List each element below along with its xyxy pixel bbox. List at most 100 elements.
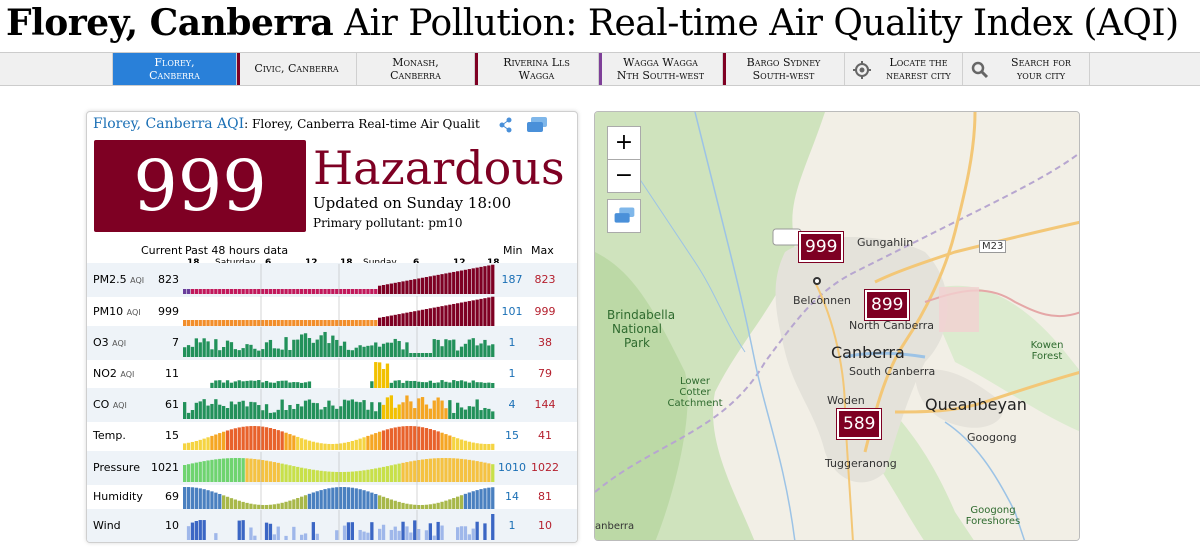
label-queanbeyan: Queanbeyan <box>925 395 1027 414</box>
sparkline-bar <box>342 487 347 511</box>
nav-florey-canberra[interactable]: Florey, Canberra <box>112 53 236 85</box>
sparkline-bar <box>366 469 370 482</box>
sparkline-bar <box>409 461 413 482</box>
sparkline-bar <box>261 460 265 482</box>
sparkline-bar <box>346 471 351 482</box>
tuggeranong-marker[interactable]: 589 <box>837 409 882 439</box>
sparkline-bar <box>448 382 452 388</box>
sparkline-bar <box>214 533 218 540</box>
sparkline-bar <box>296 403 300 419</box>
city-aqi-link[interactable]: Florey, Canberra AQI <box>93 116 245 132</box>
sparkline-bar <box>366 491 370 511</box>
layers-icon[interactable] <box>607 199 641 233</box>
sparkline-bar <box>241 348 245 357</box>
sparkline-bar <box>370 320 374 326</box>
row-min: 4 <box>508 398 516 411</box>
row-name: Pressure <box>93 461 140 474</box>
sparkline-bar <box>393 380 397 388</box>
sparkline-bar <box>413 380 417 388</box>
sparkline-bar <box>257 380 261 388</box>
layers-icon[interactable] <box>525 116 549 134</box>
sparkline-bar <box>374 468 378 482</box>
sparkline-bar <box>311 320 315 326</box>
nav-riverina-wagga[interactable]: Riverina Lls Wagga <box>474 53 598 85</box>
sparkline-bar <box>381 316 386 326</box>
sparkline-bar <box>397 530 401 540</box>
sparkline-bar <box>459 526 464 540</box>
sparkline-bar <box>335 289 339 294</box>
sparkline-bar <box>241 381 245 388</box>
sparkline-bar <box>350 399 354 419</box>
sparkline-bar <box>346 349 351 357</box>
sparkline-bar <box>241 289 245 294</box>
sparkline-bar <box>413 426 417 450</box>
sparkline-bar <box>456 271 460 294</box>
north-canberra-marker[interactable]: 899 <box>865 290 910 320</box>
nav-locate-nearest[interactable]: Locate the nearest city <box>844 53 962 85</box>
sparkline-bar <box>183 347 187 357</box>
zoom-in-button[interactable]: + <box>607 126 641 160</box>
sparkline-bar <box>483 407 487 419</box>
sparkline-bar <box>272 320 276 326</box>
sparkline-bar <box>315 442 319 450</box>
sparkline-bar <box>222 431 226 450</box>
pollutant-row: Humidity 69 14 81 <box>87 480 577 514</box>
sparkline-bar <box>264 427 269 450</box>
sparkline-bar <box>389 465 393 482</box>
sparkline-bar <box>233 349 237 357</box>
nav-wagga-wagga[interactable]: Wagga Wagga Nth South-west <box>598 53 722 85</box>
nav-search-city[interactable]: Search for your city <box>962 53 1090 85</box>
sparkline-bar <box>183 402 187 419</box>
label-belconnen: Belconnen <box>793 294 851 307</box>
sparkline-bar <box>385 363 390 388</box>
sparkline-bar <box>475 299 479 326</box>
sparkline-bar <box>479 266 483 294</box>
sparkline-bar <box>194 462 198 482</box>
sparkline-bar <box>276 503 280 511</box>
sparkline-bar <box>261 382 265 388</box>
sparkline-bar <box>222 320 226 326</box>
sparkline-bar <box>405 342 409 357</box>
sparkline-bar <box>206 405 210 419</box>
map-panel[interactable]: + − Gungahlin M23 Belconnen North Canber… <box>594 111 1080 541</box>
sparkline-bar <box>424 277 429 294</box>
sparkline-bar <box>432 430 436 450</box>
row-name: Wind <box>93 519 121 532</box>
map-canvas[interactable] <box>595 112 1080 541</box>
sparkline-bar <box>331 289 335 294</box>
zoom-out-button[interactable]: − <box>607 159 641 193</box>
sparkline-bar <box>272 462 276 482</box>
sparkline-bar <box>210 289 214 294</box>
belconnen-marker[interactable]: 999 <box>799 232 844 262</box>
sparkline-bar <box>229 401 234 419</box>
sparkline-bar <box>202 338 206 357</box>
sparkline-bar <box>440 274 444 294</box>
sparkline-bar <box>342 341 347 357</box>
sparkline-bar <box>323 289 327 294</box>
sparkline-bar <box>323 489 327 511</box>
sparkline-bar <box>218 493 222 511</box>
sparkline-bar <box>257 350 261 357</box>
sparkline-bar <box>397 426 401 450</box>
sparkline-bar <box>483 382 487 388</box>
sparkline-bar <box>483 339 487 357</box>
sparkline-bar <box>198 401 202 419</box>
sparkline-bar <box>374 493 378 511</box>
sparkline-bar <box>225 320 230 326</box>
sparkline-bar <box>401 281 405 294</box>
nav-monash-canberra[interactable]: Monash, Canberra <box>356 53 474 85</box>
sparkline-bar <box>261 349 265 357</box>
sparkline-chart <box>183 389 495 419</box>
sparkline-chart <box>183 327 495 357</box>
nav-bargo-sydney[interactable]: Bargo Sydney South-west <box>722 53 844 85</box>
sparkline-bar <box>237 427 241 450</box>
sparkline-bar <box>249 426 253 450</box>
sparkline-bar <box>315 403 319 419</box>
sparkline-bar <box>370 492 374 511</box>
share-icon[interactable] <box>499 117 513 133</box>
sparkline-bar <box>448 340 452 357</box>
sparkline-bar <box>389 315 393 326</box>
sparkline-bar <box>190 289 195 294</box>
sparkline-bar <box>222 289 226 294</box>
nav-civic-canberra[interactable]: Civic, Canberra <box>236 53 356 85</box>
